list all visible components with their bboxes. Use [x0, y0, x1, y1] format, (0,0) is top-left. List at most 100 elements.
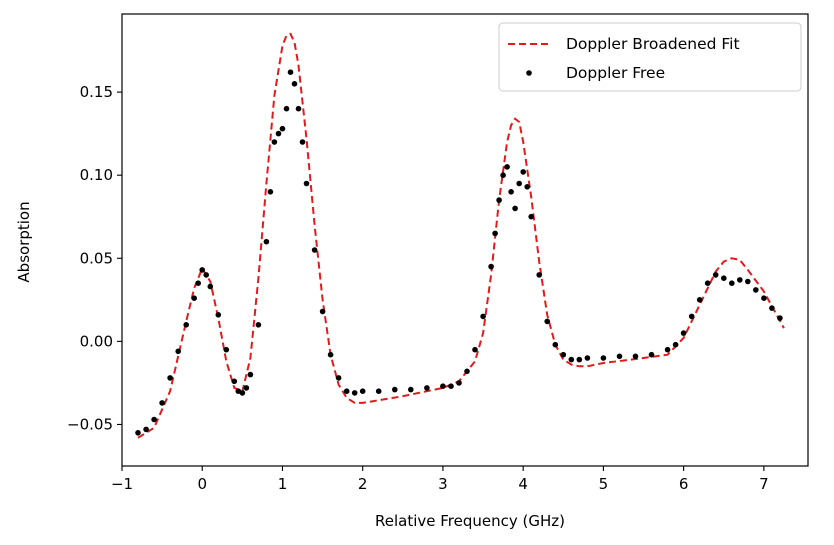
data-point-doppler-free [464, 368, 470, 375]
y-tick-label: 0.10 [80, 166, 113, 184]
data-point-doppler-free [576, 356, 583, 363]
data-point-doppler-free [343, 388, 350, 395]
data-point-doppler-free [729, 280, 735, 287]
data-point-doppler-free [159, 400, 165, 406]
x-tick-label: 4 [518, 475, 528, 493]
data-point-doppler-free [544, 318, 550, 325]
data-point-doppler-free [761, 295, 767, 302]
legend-fit-label: Doppler Broadened Fit [566, 35, 740, 53]
data-point-doppler-free [492, 230, 498, 237]
x-tick-label: 0 [197, 475, 207, 493]
data-point-doppler-free [664, 346, 671, 353]
data-point-doppler-free [243, 385, 250, 391]
data-point-doppler-free [183, 322, 189, 328]
data-point-doppler-free [275, 130, 282, 137]
data-point-doppler-free [745, 278, 751, 285]
legend-free-label: Doppler Free [566, 64, 665, 82]
data-point-doppler-free [359, 388, 366, 395]
data-point-doppler-free [488, 263, 494, 270]
y-axis: −0.05 0.00 0.05 0.10 0.15 [67, 83, 122, 433]
x-axis-label: Relative Frequency (GHz) [375, 512, 565, 530]
data-point-doppler-free [207, 283, 214, 290]
data-point-doppler-free [223, 346, 230, 353]
data-point-doppler-free [648, 351, 655, 358]
data-point-doppler-free [271, 139, 278, 145]
data-point-doppler-free [696, 297, 703, 303]
data-point-doppler-free [424, 385, 430, 391]
data-point-doppler-free [239, 390, 246, 396]
legend: Doppler Broadened Fit Doppler Free [498, 22, 802, 92]
data-point-doppler-free [524, 184, 530, 190]
x-tick-label: 3 [438, 475, 448, 493]
data-point-doppler-free [175, 348, 181, 355]
data-point-doppler-free [299, 139, 306, 145]
data-point-doppler-free [440, 383, 446, 390]
x-axis: −1 0 1 2 3 4 5 6 7 [111, 466, 769, 493]
data-point-doppler-free [267, 189, 274, 195]
data-point-doppler-free [704, 280, 711, 287]
data-point-doppler-free [721, 275, 727, 282]
legend-free-swatch [526, 70, 532, 76]
data-point-doppler-free [496, 197, 502, 203]
data-point-doppler-free [560, 351, 567, 358]
data-point-doppler-free [536, 272, 542, 278]
data-point-doppler-free [508, 189, 514, 195]
data-point-doppler-free [737, 277, 743, 283]
data-point-doppler-free [688, 313, 695, 320]
data-point-doppler-free [255, 322, 262, 328]
y-axis-label: Absorption [15, 201, 33, 282]
data-point-doppler-free [528, 213, 534, 220]
data-point-doppler-free [680, 330, 687, 336]
data-point-doppler-free [584, 355, 591, 361]
data-point-doppler-free [632, 353, 639, 360]
data-point-doppler-free [777, 315, 783, 321]
data-point-doppler-free [392, 386, 398, 393]
data-point-doppler-free [279, 125, 286, 132]
data-point-doppler-free [351, 390, 358, 396]
data-point-doppler-free [143, 426, 149, 433]
data-point-doppler-free [203, 272, 209, 278]
y-tick-label: 0.05 [80, 249, 113, 267]
x-tick-label: 2 [358, 475, 368, 493]
data-point-doppler-free [672, 341, 679, 348]
data-point-doppler-free [167, 375, 173, 381]
x-tick-label: 5 [599, 475, 609, 493]
data-point-doppler-free [568, 356, 575, 363]
data-point-doppler-free [552, 341, 559, 348]
data-point-doppler-free [195, 280, 201, 287]
x-tick-label: −1 [111, 475, 133, 493]
data-point-doppler-free [448, 383, 454, 390]
data-point-doppler-free [753, 287, 759, 293]
data-point-doppler-free [512, 205, 518, 212]
data-point-doppler-free [199, 267, 205, 273]
data-point-doppler-free [516, 180, 522, 187]
y-tick-label: −0.05 [67, 415, 113, 433]
y-tick-label: 0.15 [80, 83, 113, 101]
data-point-doppler-free [311, 247, 318, 253]
plot-area [135, 32, 785, 439]
data-point-doppler-free [500, 172, 506, 178]
data-point-doppler-free [151, 416, 157, 423]
data-point-doppler-free [375, 388, 382, 395]
data-point-doppler-free [263, 238, 270, 245]
axes-frame [121, 13, 809, 467]
data-point-doppler-free [191, 295, 197, 302]
data-point-doppler-free [295, 105, 302, 112]
data-point-doppler-free [504, 164, 510, 170]
data-point-doppler-free [335, 375, 342, 381]
x-tick-label: 6 [679, 475, 689, 493]
data-point-doppler-free [472, 346, 478, 353]
data-point-doppler-free [247, 371, 254, 378]
data-point-doppler-free [303, 180, 310, 187]
y-tick-label: 0.00 [80, 332, 113, 350]
x-tick-label: 1 [278, 475, 288, 493]
data-point-doppler-free [287, 69, 294, 75]
data-point-doppler-free [327, 351, 334, 358]
data-point-doppler-free [456, 380, 462, 386]
data-point-doppler-free [319, 308, 326, 315]
data-point-doppler-free [769, 305, 775, 311]
data-point-doppler-free [231, 378, 238, 385]
data-point-doppler-free [600, 355, 607, 361]
data-point-doppler-free [291, 81, 298, 87]
